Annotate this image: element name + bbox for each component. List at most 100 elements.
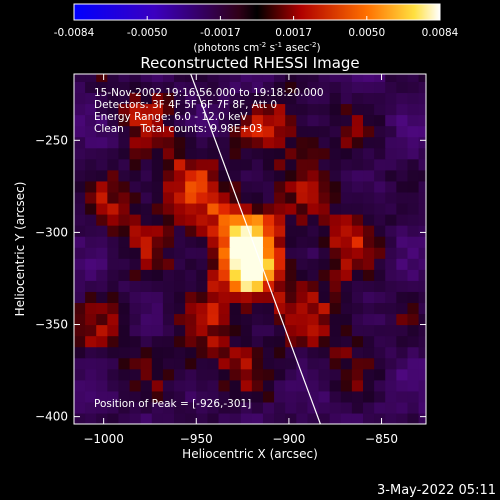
heatmap-cell bbox=[229, 136, 242, 149]
heatmap-cell bbox=[162, 280, 175, 292]
heatmap-cell bbox=[218, 180, 231, 193]
heatmap-cell bbox=[107, 202, 120, 215]
heatmap-cell bbox=[262, 412, 275, 424]
heatmap-cell bbox=[407, 125, 420, 138]
heatmap-cell bbox=[74, 401, 86, 414]
heatmap-cell bbox=[418, 191, 426, 204]
heatmap-cell bbox=[185, 169, 197, 182]
heatmap-cell bbox=[185, 291, 197, 304]
heatmap-cell bbox=[140, 247, 153, 259]
heatmap-cell bbox=[151, 335, 164, 348]
heatmap-cell bbox=[274, 368, 286, 381]
heatmap-cell bbox=[240, 269, 253, 281]
heatmap-cell bbox=[329, 412, 342, 424]
heatmap-cell bbox=[329, 81, 342, 94]
heatmap-cell bbox=[240, 313, 253, 326]
heatmap-cell bbox=[174, 313, 186, 326]
heatmap-cell bbox=[118, 169, 131, 182]
heatmap-cell bbox=[162, 258, 175, 270]
heatmap-cell bbox=[229, 335, 242, 348]
heatmap-cell bbox=[118, 258, 131, 270]
heatmap-cell bbox=[74, 169, 86, 182]
heatmap-cell bbox=[396, 147, 409, 160]
heatmap-cell bbox=[274, 92, 286, 105]
heatmap-cell bbox=[351, 214, 364, 226]
heatmap-cell bbox=[140, 125, 153, 138]
heatmap-cell bbox=[174, 180, 186, 193]
heatmap-cell bbox=[385, 169, 397, 182]
heatmap-cell bbox=[318, 103, 331, 116]
heatmap-cell bbox=[218, 147, 231, 160]
heatmap-cell bbox=[185, 401, 197, 414]
heatmap-cell bbox=[196, 247, 208, 259]
heatmap-cell bbox=[229, 324, 242, 337]
heatmap-cell bbox=[262, 368, 275, 381]
heatmap-cell bbox=[85, 379, 97, 392]
heatmap-cell bbox=[385, 236, 397, 248]
heatmap-cell bbox=[340, 136, 353, 149]
heatmap-cell bbox=[296, 158, 309, 171]
heatmap-cell bbox=[85, 147, 97, 160]
heatmap-cell bbox=[196, 379, 208, 392]
heatmap-cell bbox=[118, 335, 131, 348]
heatmap-cell bbox=[307, 346, 320, 359]
heatmap-cell bbox=[385, 92, 397, 105]
heatmap-cell bbox=[385, 158, 397, 171]
heatmap-cell bbox=[251, 191, 264, 204]
heatmap-cell bbox=[329, 147, 342, 160]
heatmap-cell bbox=[351, 114, 364, 127]
heatmap-cell bbox=[196, 412, 208, 424]
heatmap-cell bbox=[296, 335, 309, 348]
heatmap-cell bbox=[251, 368, 264, 381]
heatmap-cell bbox=[363, 335, 375, 348]
heatmap-cell bbox=[296, 74, 309, 82]
heatmap-cell bbox=[285, 269, 297, 281]
heatmap-cell bbox=[207, 169, 220, 182]
heatmap-cell bbox=[307, 103, 320, 116]
heatmap-cell bbox=[307, 357, 320, 370]
heatmap-cell bbox=[185, 412, 197, 424]
heatmap-cell bbox=[229, 302, 242, 315]
heatmap-cell bbox=[274, 346, 286, 359]
heatmap-cell bbox=[96, 247, 108, 259]
heatmap-cell bbox=[96, 202, 108, 215]
heatmap-cell bbox=[374, 114, 386, 127]
heatmap-cell bbox=[96, 335, 108, 348]
heatmap-cell bbox=[207, 158, 220, 171]
heatmap-cell bbox=[363, 236, 375, 248]
heatmap-cell bbox=[229, 92, 242, 105]
heatmap-cell bbox=[196, 346, 208, 359]
heatmap-cell bbox=[396, 158, 409, 171]
heatmap-cell bbox=[396, 280, 409, 292]
heatmap-cell bbox=[262, 74, 275, 82]
heatmap-cell bbox=[262, 103, 275, 116]
heatmap-cell bbox=[162, 379, 175, 392]
heatmap-cell bbox=[318, 180, 331, 193]
heatmap-cell bbox=[151, 180, 164, 193]
heatmap-cell bbox=[96, 103, 108, 116]
heatmap-cell bbox=[374, 103, 386, 116]
heatmap-cell bbox=[140, 114, 153, 127]
heatmap-cell bbox=[185, 335, 197, 348]
heatmap-cell bbox=[85, 136, 97, 149]
heatmap-cell bbox=[363, 412, 375, 424]
heatmap-cell bbox=[251, 357, 264, 370]
heatmap-cell bbox=[96, 74, 108, 82]
heatmap-cell bbox=[218, 291, 231, 304]
heatmap-cell bbox=[274, 390, 286, 403]
heatmap-cell bbox=[340, 236, 353, 248]
heatmap-cell bbox=[407, 236, 420, 248]
heatmap-cell bbox=[107, 390, 120, 403]
heatmap-cell bbox=[296, 379, 309, 392]
heatmap-cell bbox=[274, 335, 286, 348]
heatmap-cell bbox=[329, 313, 342, 326]
heatmap-cell bbox=[196, 291, 208, 304]
heatmap-cell bbox=[185, 92, 197, 105]
heatmap-cell bbox=[251, 202, 264, 215]
heatmap-cell bbox=[307, 236, 320, 248]
heatmap-cell bbox=[318, 147, 331, 160]
heatmap-cell bbox=[385, 302, 397, 315]
info-line-detectors: Detectors: 3F 4F 5F 6F 7F 8F, Att 0 bbox=[94, 99, 277, 111]
heatmap-cell bbox=[196, 390, 208, 403]
heatmap-cell bbox=[140, 324, 153, 337]
